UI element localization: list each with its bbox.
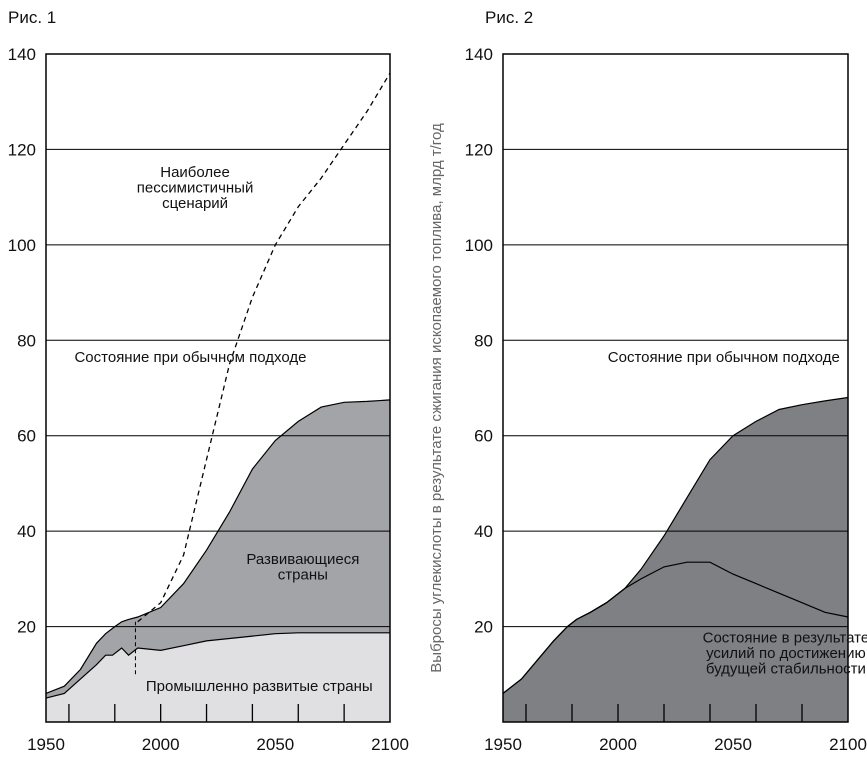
y-tick-label: 120 [8,140,36,159]
plot-frame [45,53,391,723]
y-tick-label: 120 [465,140,493,159]
x-tick-label: 2000 [599,735,637,754]
x-tick-label: 2100 [371,735,409,754]
pessimistic-dashed-line [137,72,391,623]
annotation-0: Наиболее [160,164,230,181]
annotation-0: пессимистичный [137,180,254,197]
y-tick-label: 80 [17,331,36,350]
x-tick-label: 2000 [142,735,180,754]
y-tick-label: 20 [17,618,36,637]
y-tick-label: 100 [8,236,36,255]
annotation-3: Промышленно развитые страны [146,678,373,695]
area-0 [503,397,848,722]
annotation-2: страны [278,567,328,584]
area-0 [46,632,390,722]
chart-panel-2: Рис. 2 1950 2000 2050 2100 20 40 60 80 100 120 140 С… [428,8,867,754]
series-line-1 [502,561,849,694]
x-tick-label: 1950 [484,735,522,754]
y-tick-label: 100 [465,236,493,255]
chart-title: Рис. 2 [485,8,533,27]
chart-title: Рис. 1 [8,8,56,27]
annotation-2: Развивающиеся [246,551,359,568]
annotation-0: сценарий [162,195,228,212]
y-axis-label: Выбросы углекислоты в результате сжигани… [428,123,445,673]
x-tick-label: 2050 [256,735,294,754]
y-tick-label: 40 [474,522,493,541]
annotation-1: будущей стабильности [706,660,866,677]
chart-panel-1: Рис. 1 1950 2000 2050 2100 20 40 60 80 100 120 140 Н… [8,8,409,754]
annotation-1: усилий по достижению [706,645,866,662]
x-tick-label: 2050 [714,735,752,754]
series-line-0 [45,632,390,699]
y-tick-label: 140 [465,45,493,64]
annotation-0: Состояние при обычном подходе [608,349,840,366]
y-tick-label: 140 [8,45,36,64]
x-tick-label: 1950 [27,735,65,754]
annotation-1: Состояние при обычном подходе [74,349,306,366]
y-tick-label: 20 [474,618,493,637]
plot-frame [502,53,849,723]
y-tick-label: 60 [474,427,493,446]
series-line-1 [45,399,391,694]
y-tick-label: 40 [17,522,36,541]
y-tick-label: 60 [17,427,36,446]
y-tick-label: 80 [474,331,493,350]
x-tick-label: 2100 [829,735,867,754]
annotation-1: Состояние в результате [703,629,867,646]
